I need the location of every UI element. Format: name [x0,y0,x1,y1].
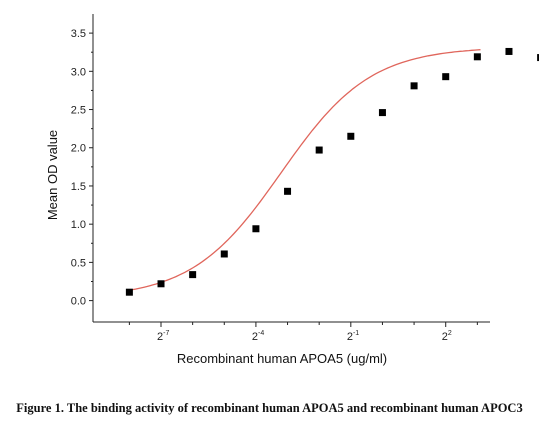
chart: 0.0 0.5 1.0 1.5 2.0 2.5 3.0 3.5 2-7 2-4 2-1 22 Rec… [45,14,539,366]
y-tick-label: 3.5 [71,28,86,40]
y-axis: 0.0 0.5 1.0 1.5 2.0 2.5 3.0 3.5 [71,14,94,322]
x-axis: 2-7 2-4 2-1 22 [93,321,490,343]
data-point [378,109,386,117]
data-point [410,82,418,90]
data-point [220,250,228,258]
data-point [284,187,292,195]
data-point [189,271,197,279]
figure-caption: Figure 1. The binding activity of recomb… [16,401,523,415]
y-tick-label: 2.0 [71,143,86,155]
data-points [125,47,539,296]
data-point [473,53,481,61]
x-tick-label: 2-1 [347,330,359,343]
data-point [505,47,513,55]
fit-curve [132,49,481,291]
y-tick-label: 0.5 [71,257,86,269]
x-axis-title: Recombinant human APOA5 (ug/ml) [177,351,387,366]
y-tick-label: 3.0 [71,66,86,78]
data-point [315,146,323,154]
y-tick-label: 1.0 [71,219,86,231]
y-tick-label: 2.5 [71,105,86,117]
x-tick-label: 22 [442,330,452,343]
y-axis-title: Mean OD value [45,130,60,220]
x-tick-label: 2-4 [252,330,264,343]
data-point [252,225,260,233]
data-point [347,132,355,140]
data-point [125,288,133,296]
data-point [157,280,165,288]
data-point [537,54,539,62]
x-tick-label: 2-7 [157,330,169,343]
y-tick-label: 0.0 [71,296,86,308]
y-tick-label: 1.5 [71,181,86,193]
data-point [442,73,450,81]
